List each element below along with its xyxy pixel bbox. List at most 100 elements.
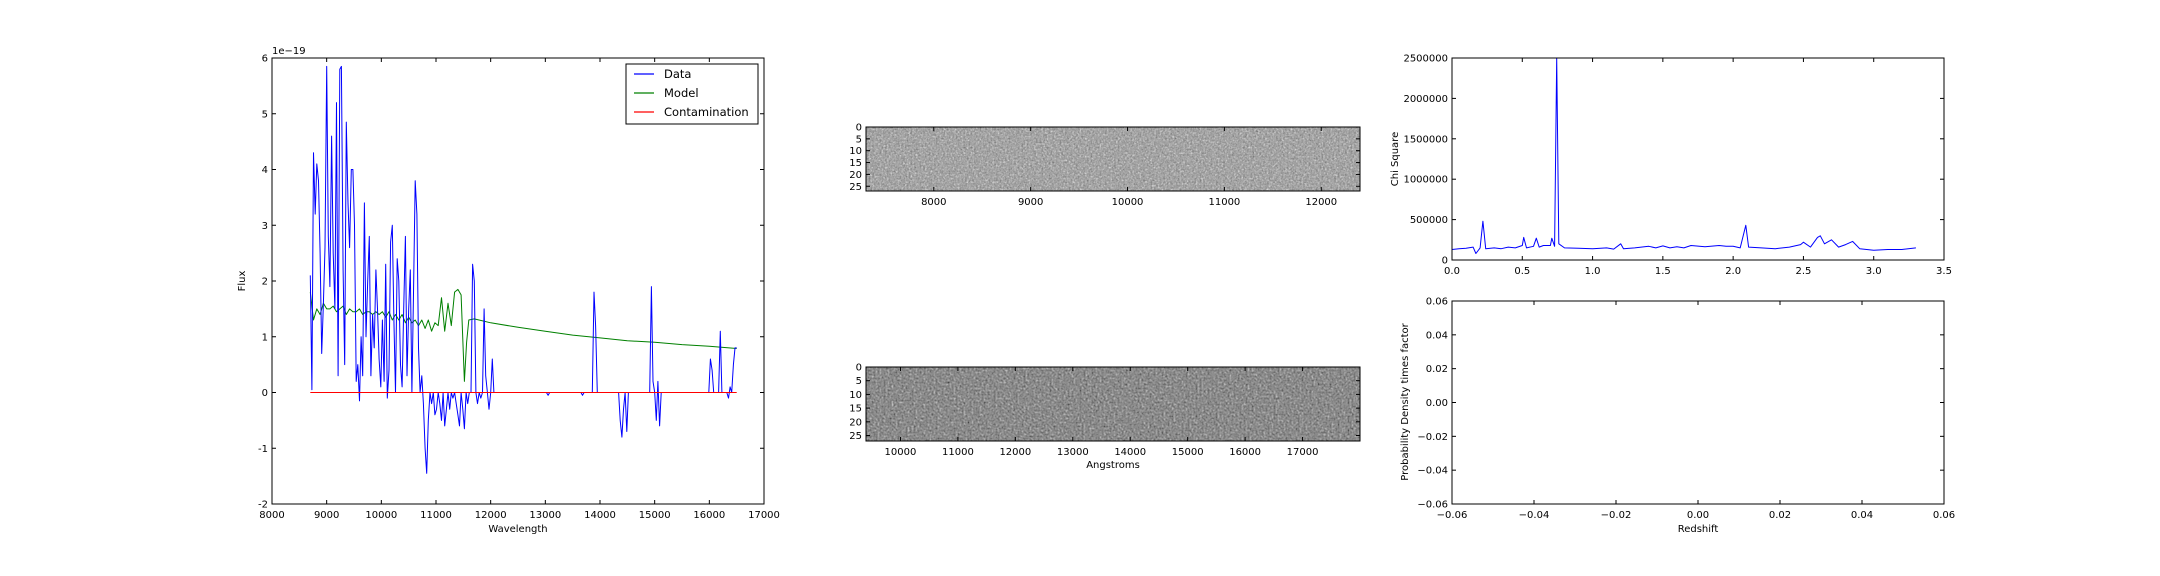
image-bottom-noise — [866, 367, 1360, 441]
image-top-x-tick-label: 8000 — [921, 197, 946, 208]
chisquare-panel: 0.0 0.5 1.0 1.5 2.0 2.5 3.0 3.5 0 500000 1000000 15… — [1390, 54, 1952, 278]
chisquare-y-tick-label: 500000 — [1410, 215, 1448, 226]
image-bottom-x-tick-label: 15000 — [1172, 447, 1204, 458]
probability-ticks: −0.06 −0.04 −0.02 0.00 0.02 0.04 0.06 −0.06 −0.0… — [1417, 297, 1955, 522]
spectrum-ticks: 8000 9000 10000 11000 12000 13000 14000 15000 16… — [258, 54, 780, 522]
image-bottom-y-tick-label: 15 — [849, 404, 862, 415]
image-top-y-tick-label: 10 — [849, 146, 862, 157]
image-top-y-tick-label: 15 — [849, 158, 862, 169]
image-bottom-x-axis-label: Angstroms — [1086, 460, 1140, 471]
spectrum-offset-label: 1e−19 — [272, 46, 306, 57]
spectrum-plot-area — [272, 58, 764, 504]
spectrum-y-tick-label: 3 — [262, 221, 268, 232]
chisquare-series-group — [1452, 58, 1916, 254]
chisquare-y-tick-label: 1500000 — [1403, 134, 1448, 145]
spectrum-x-tick-label: 11000 — [420, 510, 452, 521]
image-top-x-tick-label: 11000 — [1208, 197, 1240, 208]
probability-x-axis-label: Redshift — [1678, 524, 1719, 535]
probability-x-tick-label: 0.06 — [1933, 510, 1955, 521]
probability-x-tick-label: −0.06 — [1437, 510, 1468, 521]
image-top-x-tick-label: 10000 — [1112, 197, 1144, 208]
chisquare-x-tick-label: 2.0 — [1725, 266, 1741, 277]
spectrum-x-tick-label: 14000 — [584, 510, 616, 521]
spectrum-y-tick-label: 5 — [262, 109, 268, 120]
chisquare-x-tick-label: 3.5 — [1936, 266, 1952, 277]
spectrum-x-tick-label: 17000 — [748, 510, 780, 521]
probability-y-axis-label: Probability Density times factor — [1400, 322, 1411, 480]
chisquare-x-tick-label: 0.0 — [1444, 266, 1460, 277]
probability-x-tick-label: 0.00 — [1687, 510, 1709, 521]
image-bottom-ticks: 10000 11000 12000 13000 14000 15000 16000 17000… — [849, 363, 1360, 458]
image-bottom-x-tick-label: 16000 — [1229, 447, 1261, 458]
spectrum-y-tick-label: -1 — [258, 444, 268, 455]
image-bottom-x-tick-label: 17000 — [1287, 447, 1319, 458]
image-top-y-tick-label: 5 — [856, 134, 862, 145]
image-bottom-x-tick-label: 11000 — [942, 447, 974, 458]
image-bottom-y-tick-label: 25 — [849, 431, 862, 442]
spectrum-y-tick-label: 1 — [262, 332, 268, 343]
chisquare-x-tick-label: 3.0 — [1866, 266, 1882, 277]
chisquare-y-tick-label: 2500000 — [1403, 54, 1448, 65]
spectrum-x-tick-label: 16000 — [693, 510, 725, 521]
chisquare-y-tick-label: 1000000 — [1403, 175, 1448, 186]
spectrum-x-tick-label: 10000 — [365, 510, 397, 521]
chisquare-x-tick-label: 0.5 — [1514, 266, 1530, 277]
spectrum-y-tick-label: 2 — [262, 277, 268, 288]
chisquare-y-axis-label: Chi Square — [1390, 132, 1401, 186]
image-top-x-tick-label: 9000 — [1018, 197, 1043, 208]
spectrum-series-group — [309, 65, 737, 474]
image-bottom-panel: 10000 11000 12000 13000 14000 15000 16000 17000… — [849, 363, 1361, 471]
spectrum-x-tick-label: 12000 — [475, 510, 507, 521]
probability-y-tick-label: −0.04 — [1417, 466, 1448, 477]
spectrum-y-tick-label: 4 — [262, 165, 268, 176]
spectrum-y-tick-label: 6 — [262, 54, 268, 65]
probability-y-tick-label: 0.00 — [1426, 398, 1448, 409]
legend-model-label: Model — [664, 86, 699, 100]
spectrum-x-tick-label: 8000 — [259, 510, 284, 521]
spectrum-panel: 8000 9000 10000 11000 12000 13000 14000 15000 16… — [237, 46, 780, 535]
image-bottom-x-tick-label: 14000 — [1114, 447, 1146, 458]
image-bottom-y-tick-label: 10 — [849, 390, 862, 401]
chisquare-plot-area — [1452, 58, 1944, 260]
probability-y-tick-label: −0.06 — [1417, 500, 1448, 511]
legend-contamination-label: Contamination — [664, 105, 749, 119]
probability-x-tick-label: 0.02 — [1769, 510, 1791, 521]
chisquare-y-tick-label: 2000000 — [1403, 94, 1448, 105]
image-bottom-x-tick-label: 10000 — [885, 447, 917, 458]
image-top-y-tick-label: 25 — [849, 182, 862, 193]
image-top-x-tick-label: 12000 — [1305, 197, 1337, 208]
image-top-y-tick-label: 0 — [856, 123, 862, 134]
legend-data-label: Data — [664, 67, 691, 81]
probability-panel: −0.06 −0.04 −0.02 0.00 0.02 0.04 0.06 −0.06 −0.0… — [1400, 297, 1955, 536]
image-top-y-tick-label: 20 — [849, 170, 862, 181]
chisquare-x-tick-label: 2.5 — [1795, 266, 1811, 277]
image-top-noise — [866, 127, 1360, 191]
image-bottom-y-tick-label: 0 — [856, 363, 862, 374]
spectrum-y-axis-label: Flux — [237, 271, 248, 292]
probability-plot-area — [1452, 301, 1944, 504]
image-bottom-x-tick-label: 12000 — [999, 447, 1031, 458]
chisquare-frame — [1451, 57, 1945, 261]
probability-x-tick-label: 0.04 — [1851, 510, 1873, 521]
spectrum-y-tick-label: 0 — [262, 388, 268, 399]
spectrum-x-tick-label: 13000 — [529, 510, 561, 521]
probability-y-tick-label: −0.02 — [1417, 432, 1448, 443]
chisquare-ticks: 0.0 0.5 1.0 1.5 2.0 2.5 3.0 3.5 0 500000 1000000 15… — [1403, 54, 1952, 278]
image-bottom-y-tick-label: 20 — [849, 417, 862, 428]
legend: Data Model Contamination — [625, 63, 759, 125]
image-bottom-x-tick-label: 13000 — [1057, 447, 1089, 458]
chisquare-x-tick-label: 1.0 — [1585, 266, 1601, 277]
probability-x-tick-label: −0.04 — [1519, 510, 1550, 521]
image-top-frame — [865, 126, 1361, 192]
probability-y-tick-label: 0.06 — [1426, 297, 1448, 308]
spectrum-y-tick-label: -2 — [258, 500, 268, 511]
chisquare-series-line — [1452, 58, 1916, 254]
image-bottom-frame — [865, 366, 1361, 442]
spectrum-x-tick-label: 9000 — [314, 510, 339, 521]
image-bottom-y-tick-label: 5 — [856, 376, 862, 387]
spectrum-x-tick-label: 15000 — [639, 510, 671, 521]
spectrum-x-axis-label: Wavelength — [488, 524, 547, 535]
